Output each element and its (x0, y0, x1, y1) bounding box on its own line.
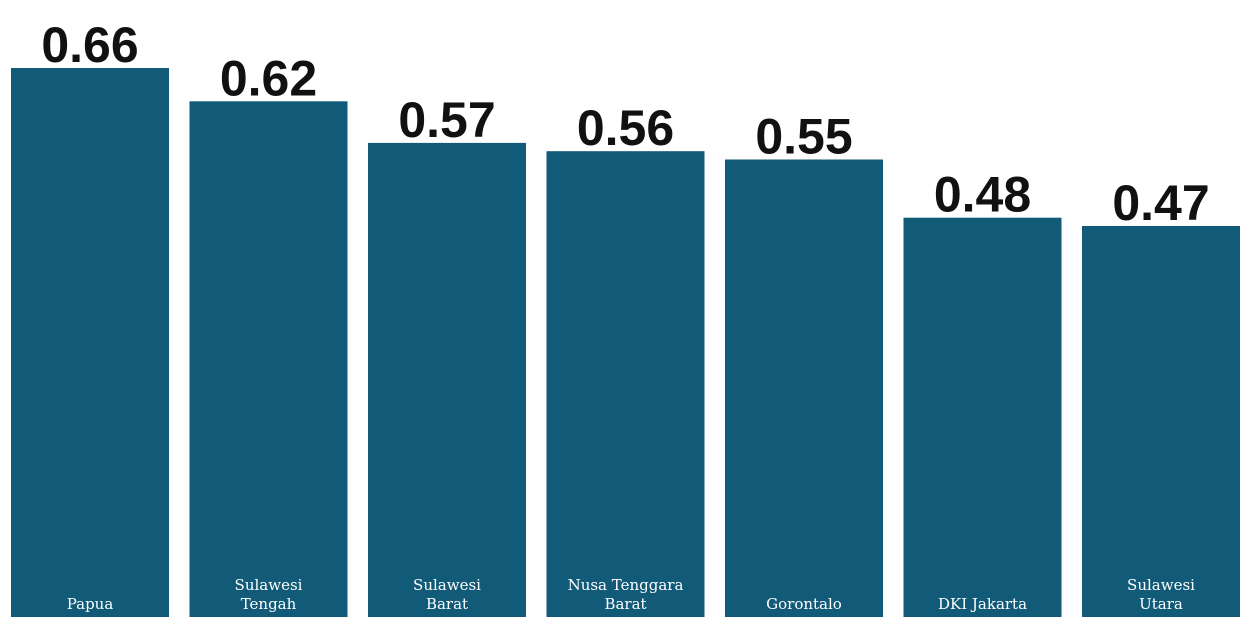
value-label-0: 0.66 (41, 17, 138, 73)
value-label-5: 0.48 (934, 167, 1031, 223)
category-label-5: DKI Jakarta (938, 595, 1027, 613)
value-label-6: 0.47 (1112, 175, 1209, 231)
category-label-6: Sulawesi Utara (1127, 576, 1195, 613)
value-labels-layer: 0.66 0.62 0.57 0.56 0.55 0.48 0.47 (41, 17, 1209, 231)
bars-layer (11, 68, 1240, 617)
value-label-3: 0.56 (577, 100, 674, 156)
bar-2 (368, 142, 526, 617)
category-label-4: Gorontalo (766, 595, 842, 613)
category-label-0: Papua (67, 595, 114, 613)
category-labels-layer: Papua Sulawesi Tengah Sulawesi Barat Nusa Ten… (67, 576, 1195, 613)
bar-4 (725, 159, 883, 617)
bar-6 (1082, 226, 1240, 617)
value-label-1: 0.62 (220, 50, 317, 106)
category-label-3: Nusa Tenggara Barat (568, 576, 684, 613)
bar-5 (903, 217, 1062, 617)
category-label-1: Sulawesi Tengah (235, 576, 303, 613)
category-label-2: Sulawesi Barat (413, 576, 481, 613)
bar-3 (546, 151, 705, 617)
value-label-2: 0.57 (398, 92, 495, 148)
value-label-4: 0.55 (755, 109, 852, 165)
bar-1 (189, 101, 348, 617)
bar-0 (11, 68, 169, 617)
